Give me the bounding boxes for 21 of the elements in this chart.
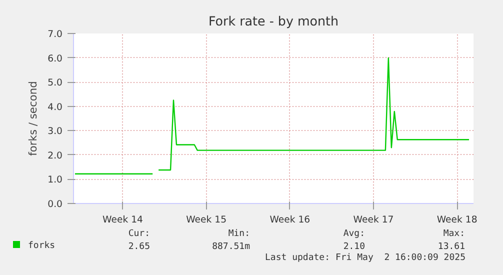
text: Avg: 2.10 [342, 228, 365, 253]
x-tick-label: Week 18 [436, 214, 478, 226]
y-tick-label: 5.0 [48, 78, 63, 89]
x-tick-label: Week 15 [186, 214, 227, 226]
y-axis-title: forks / second [26, 81, 40, 156]
y-tick-label: 7.0 [48, 29, 63, 40]
y-tick-label: 2.0 [48, 150, 63, 162]
legend-label: forks [27, 240, 56, 253]
y-tick-label: 3.0 [48, 126, 63, 138]
text: Min: 887.51m [211, 228, 250, 254]
x-tick-label: Week 17 [353, 214, 394, 226]
y-tick-label: 4.0 [48, 102, 63, 113]
chart-title: Fork rate - by month [208, 14, 339, 28]
y-tick-label: 1.0 [48, 174, 63, 186]
y-tick-label: 0.0 [48, 199, 63, 210]
x-tick-label: Week 16 [270, 214, 310, 226]
x-tick-label: Week 14 [102, 214, 144, 226]
text: Max: 13.61 [436, 228, 465, 253]
text: Last update: Fri May 2 16:00:09 2025 [265, 252, 466, 265]
y-tick-label: 6.0 [48, 53, 63, 64]
text: Cur: 2.65 [127, 228, 150, 254]
